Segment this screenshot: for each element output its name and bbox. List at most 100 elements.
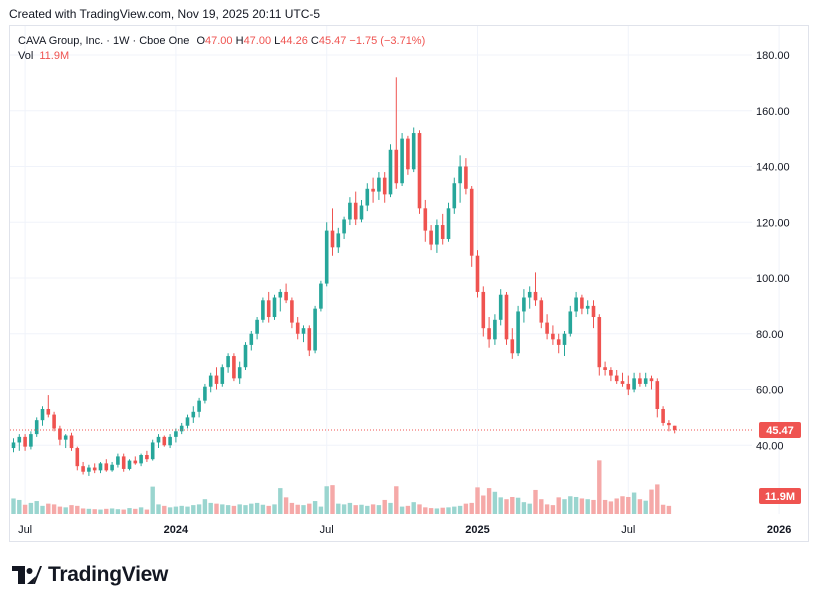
volume-bar <box>602 499 608 514</box>
volume-bar <box>423 507 428 514</box>
candle-body <box>272 297 277 318</box>
volume-bar <box>353 505 358 514</box>
candle <box>197 397 201 418</box>
candle <box>603 361 607 376</box>
candle <box>29 431 33 450</box>
candle-body <box>406 138 410 170</box>
candle <box>417 130 422 214</box>
volume-bar <box>382 499 387 514</box>
candle <box>336 227 341 253</box>
volume-bar <box>660 504 666 514</box>
candle <box>464 158 468 195</box>
candle <box>23 434 27 451</box>
volume-bar <box>457 505 463 514</box>
volume-bar <box>631 492 637 514</box>
volume-bar <box>104 508 109 514</box>
legend-close-value: 45.47 <box>318 35 347 47</box>
volume-bar <box>127 508 132 514</box>
x-tick-label: Jul <box>621 524 635 536</box>
volume-bar <box>341 504 347 514</box>
candlestick-chart[interactable]: 180.00 160.00 140.00 120.00 100.00 80.00 60.00… <box>10 26 808 541</box>
candle-body <box>493 319 497 340</box>
candle <box>121 453 126 472</box>
candle <box>179 422 184 435</box>
volume-bar <box>318 506 324 514</box>
volume-bar <box>376 505 382 514</box>
volume-bar <box>399 506 405 514</box>
candle-body <box>139 455 143 464</box>
candle <box>34 417 39 437</box>
candle <box>510 328 515 359</box>
candle <box>278 289 283 312</box>
volume-bar <box>452 506 457 514</box>
volume-bar <box>272 504 277 514</box>
chart-legend: CAVA Group, Inc. · 1W · Cboe One O47.00 … <box>18 34 425 64</box>
candle <box>255 317 259 340</box>
volume-bar <box>266 505 271 514</box>
candle-body <box>220 367 225 384</box>
candle-body <box>551 333 555 340</box>
legend-high-label: H <box>235 35 244 47</box>
volume-bar <box>388 502 393 514</box>
volume-bar <box>643 500 648 514</box>
candle-body <box>568 311 573 334</box>
candle <box>348 197 352 226</box>
candle <box>539 297 544 329</box>
candle-body <box>574 297 578 312</box>
candle <box>614 369 619 384</box>
candle <box>40 406 45 426</box>
volume-bar <box>312 501 318 514</box>
candle-body <box>87 467 91 472</box>
candle-body <box>261 300 265 320</box>
candle <box>342 216 346 239</box>
candle-body <box>388 149 393 195</box>
volume-bar <box>17 499 22 514</box>
x-tick-label: Jul <box>320 524 334 536</box>
candle-body <box>614 375 619 382</box>
candle-body <box>452 183 457 209</box>
candle-body <box>98 463 103 471</box>
last-price-label: 45.47 <box>766 425 794 437</box>
volume-bar <box>75 505 80 514</box>
candle-body <box>301 328 306 334</box>
candle-body <box>81 466 85 472</box>
candle <box>145 450 149 462</box>
candle-body <box>266 300 271 318</box>
volume-bar <box>28 502 34 514</box>
tradingview-footer[interactable]: TradingView <box>12 561 168 589</box>
candle <box>643 372 648 387</box>
candle-body <box>17 436 22 443</box>
candle-body <box>34 420 39 435</box>
candle-body <box>226 356 230 368</box>
x-tick-label: 2026 <box>767 524 791 536</box>
volume-bar <box>295 504 300 514</box>
candle <box>632 372 636 393</box>
volume-bar <box>492 491 498 514</box>
candle <box>261 297 265 323</box>
legend-volume-row: Vol 11.9M <box>18 49 425 64</box>
candle <box>638 372 642 387</box>
candle <box>295 317 300 340</box>
y-axis: 180.00 160.00 140.00 120.00 100.00 80.00 60.00… <box>756 50 790 452</box>
candle-body <box>243 344 248 368</box>
candle <box>110 461 114 472</box>
candle <box>411 127 416 173</box>
volume-bar <box>486 488 492 514</box>
candle <box>429 225 433 251</box>
candle <box>400 133 404 187</box>
candle <box>319 280 323 312</box>
candle <box>545 314 549 340</box>
volume-bar <box>608 501 614 514</box>
chart-panel[interactable]: 180.00 160.00 140.00 120.00 100.00 80.00 60.00… <box>9 25 809 542</box>
volume-bar <box>498 497 503 514</box>
candle <box>371 177 375 203</box>
candle <box>551 325 555 345</box>
candle <box>493 314 497 345</box>
candle <box>127 459 132 471</box>
candle <box>533 272 538 306</box>
volume-bar <box>11 498 16 514</box>
volume-bar <box>446 507 451 514</box>
candle-body <box>365 188 370 206</box>
candle-body <box>174 431 178 437</box>
volume-bar <box>301 505 306 514</box>
